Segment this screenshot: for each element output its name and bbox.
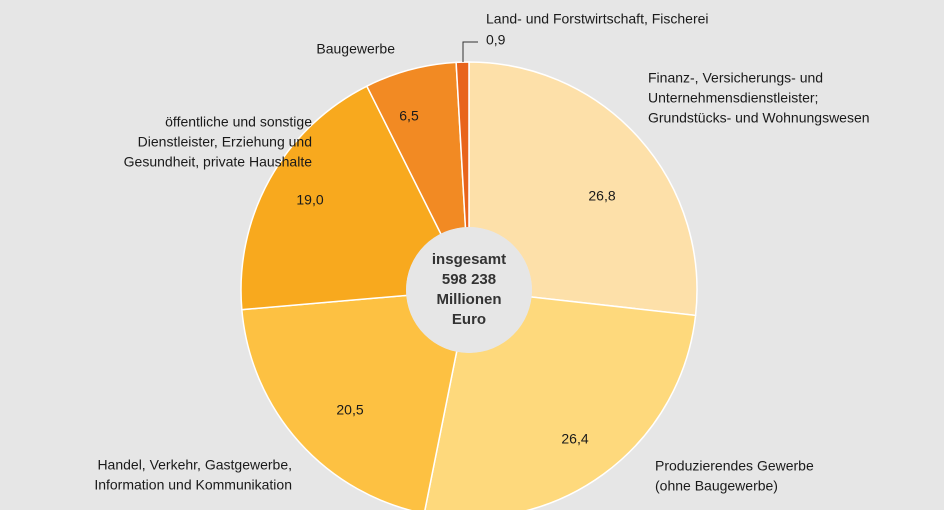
donut [240,61,698,510]
category-label: Gesundheit, private Haushalte [124,154,313,170]
leader-line [462,41,478,62]
category-label: Unternehmensdienstleister; [648,90,818,106]
donut-hole [406,227,532,353]
value-label: 26,4 [561,431,588,447]
center-label: 598 238 [442,271,496,288]
category-label: Land- und Forstwirtschaft, Fischerei [486,11,709,27]
category-label: Baugewerbe [316,41,395,57]
center-label: Euro [452,311,486,328]
category-label: Handel, Verkehr, Gastgewerbe, [97,457,292,473]
value-label: 19,0 [296,192,323,208]
value-label: 6,5 [399,108,419,124]
category-label: Finanz-, Versicherungs- und [648,70,823,86]
center-label: Millionen [437,291,502,308]
category-label: Dienstleister, Erziehung und [138,134,312,150]
value-label: 26,8 [588,188,615,204]
category-label: Produzierendes Gewerbe [655,458,814,474]
category-label: öffentliche und sonstige [165,114,312,130]
value-label: 0,9 [486,32,506,48]
category-label: (ohne Baugewerbe) [655,478,778,494]
center-label: insgesamt [432,251,506,268]
value-label: 20,5 [336,402,363,418]
category-label: Grundstücks- und Wohnungswesen [648,110,870,126]
category-label: Information und Kommunikation [94,477,292,493]
